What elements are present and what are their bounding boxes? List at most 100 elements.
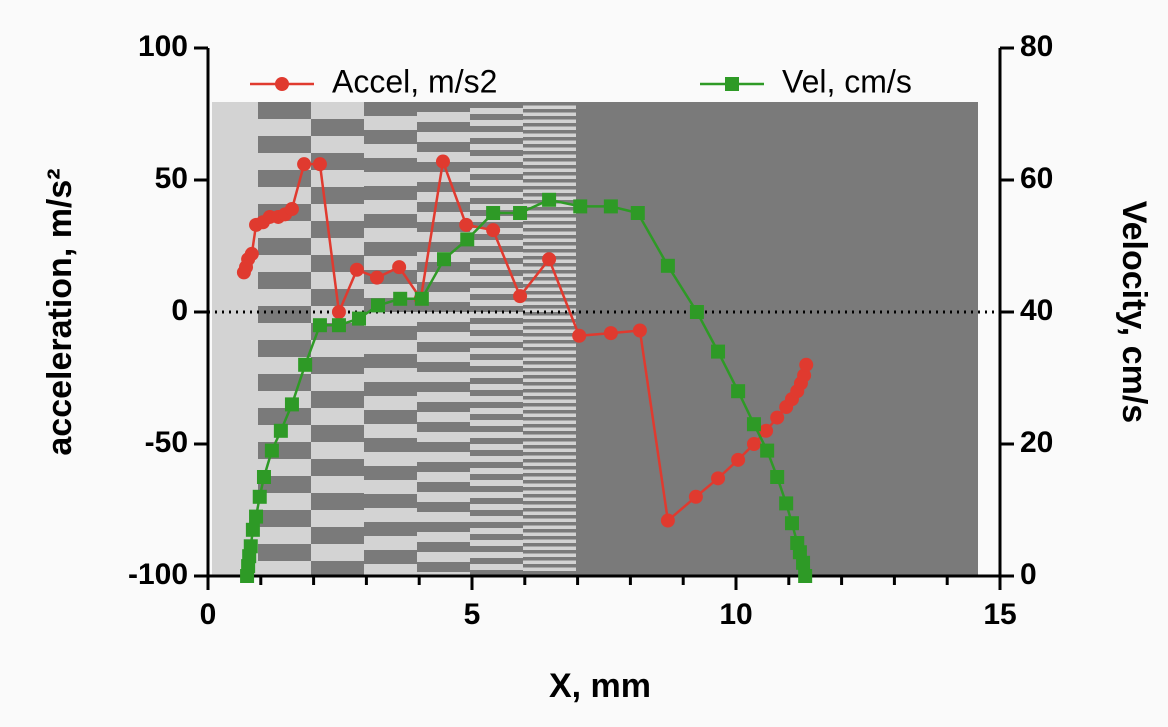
marker bbox=[437, 252, 452, 267]
bg-stripe bbox=[417, 522, 470, 532]
bg-stripe bbox=[523, 368, 576, 372]
bg-stripe bbox=[417, 122, 470, 132]
bg-stripe bbox=[523, 396, 576, 400]
bg-stripe bbox=[364, 186, 417, 200]
bg-stripe bbox=[364, 438, 417, 452]
bg-stripe bbox=[523, 249, 576, 253]
marker bbox=[513, 206, 528, 220]
bg-stripe bbox=[470, 402, 523, 408]
y2-tick-label: 80 bbox=[1020, 30, 1053, 63]
bg-stripe bbox=[470, 462, 523, 468]
bg-stripe bbox=[417, 442, 470, 452]
legend-marker bbox=[725, 77, 739, 91]
bg-stripe bbox=[417, 422, 470, 432]
bg-stripe bbox=[470, 342, 523, 348]
bg-stripe bbox=[470, 510, 523, 516]
bg-stripe bbox=[470, 570, 523, 576]
marker bbox=[486, 206, 501, 220]
legend-label: Accel, m/s2 bbox=[332, 63, 497, 99]
bg-stripe bbox=[523, 424, 576, 428]
bg-stripe bbox=[364, 550, 417, 564]
bg-stripe bbox=[470, 474, 523, 480]
bg-stripe bbox=[364, 102, 417, 116]
bg-stripe bbox=[523, 361, 576, 365]
bg-stripe bbox=[523, 522, 576, 526]
bg-stripe bbox=[417, 562, 470, 572]
marker bbox=[264, 443, 279, 458]
bg-stripe bbox=[470, 306, 523, 312]
marker bbox=[371, 298, 386, 313]
bg-stripe bbox=[311, 187, 364, 204]
bg-stripe bbox=[364, 158, 417, 172]
bg-stripe bbox=[364, 130, 417, 144]
bg-stripe bbox=[523, 109, 576, 113]
bg-stripe bbox=[523, 403, 576, 407]
bg-stripe bbox=[470, 186, 523, 192]
bg-stripe bbox=[523, 333, 576, 337]
bg-stripe bbox=[523, 445, 576, 449]
bg-stripe bbox=[470, 330, 523, 336]
bg-stripe bbox=[417, 142, 470, 152]
bg-stripe bbox=[523, 564, 576, 568]
bg-stripe bbox=[523, 242, 576, 246]
bg-stripe bbox=[470, 174, 523, 180]
marker bbox=[460, 232, 475, 247]
bg-stripe bbox=[470, 450, 523, 456]
bg-stripe bbox=[523, 480, 576, 484]
bg-stripe bbox=[417, 402, 470, 412]
bg-stripe bbox=[417, 262, 470, 272]
bg-stripe bbox=[523, 102, 576, 106]
y-axis-label: acceleration, m/s² bbox=[41, 168, 79, 455]
bg-stripe bbox=[523, 319, 576, 323]
bg-stripe bbox=[417, 482, 470, 492]
y-tick-label: 100 bbox=[138, 30, 188, 63]
marker bbox=[369, 270, 384, 285]
marker bbox=[770, 470, 785, 484]
bg-stripe bbox=[523, 305, 576, 309]
bg-stripe bbox=[417, 342, 470, 352]
y2-tick-label: 60 bbox=[1020, 162, 1053, 195]
bg-stripe bbox=[258, 102, 311, 119]
bg-stripe bbox=[470, 318, 523, 324]
bg-stripe bbox=[470, 378, 523, 384]
bg-stripe bbox=[311, 391, 364, 408]
bg-stripe bbox=[364, 410, 417, 424]
marker bbox=[630, 206, 645, 220]
bg-stripe bbox=[523, 438, 576, 442]
bg-stripe bbox=[417, 462, 470, 472]
bg-stripe bbox=[364, 326, 417, 340]
marker bbox=[779, 496, 794, 511]
bg-stripe bbox=[311, 527, 364, 544]
bg-stripe bbox=[523, 214, 576, 218]
bg-stripe bbox=[470, 150, 523, 156]
marker bbox=[273, 423, 288, 438]
marker bbox=[542, 192, 557, 207]
bg-stripe bbox=[523, 137, 576, 141]
bg-stripe bbox=[523, 515, 576, 519]
bg-stripe bbox=[470, 558, 523, 564]
bg-stripe bbox=[523, 487, 576, 491]
bg-stripe bbox=[523, 158, 576, 162]
bg-stripe bbox=[417, 502, 470, 512]
marker bbox=[573, 199, 588, 214]
marker bbox=[312, 157, 327, 172]
marker bbox=[603, 199, 618, 214]
y-tick-label: 0 bbox=[171, 294, 188, 327]
marker bbox=[760, 443, 775, 458]
y2-tick-label: 40 bbox=[1020, 294, 1053, 327]
bg-stripe bbox=[523, 151, 576, 155]
bg-stripe bbox=[523, 389, 576, 393]
marker bbox=[731, 384, 746, 399]
bg-stripe bbox=[523, 291, 576, 295]
legend-marker bbox=[275, 77, 289, 91]
marker bbox=[797, 368, 812, 383]
bg-stripe bbox=[470, 486, 523, 492]
bg-stripe bbox=[417, 362, 470, 372]
bg-stripe bbox=[523, 326, 576, 330]
bg-stripe bbox=[523, 501, 576, 505]
bg-stripe bbox=[523, 207, 576, 211]
bg-stripe bbox=[311, 357, 364, 374]
bg-stripe bbox=[523, 382, 576, 386]
bg-stripe bbox=[470, 414, 523, 420]
legend-label: Vel, cm/s bbox=[782, 63, 912, 99]
